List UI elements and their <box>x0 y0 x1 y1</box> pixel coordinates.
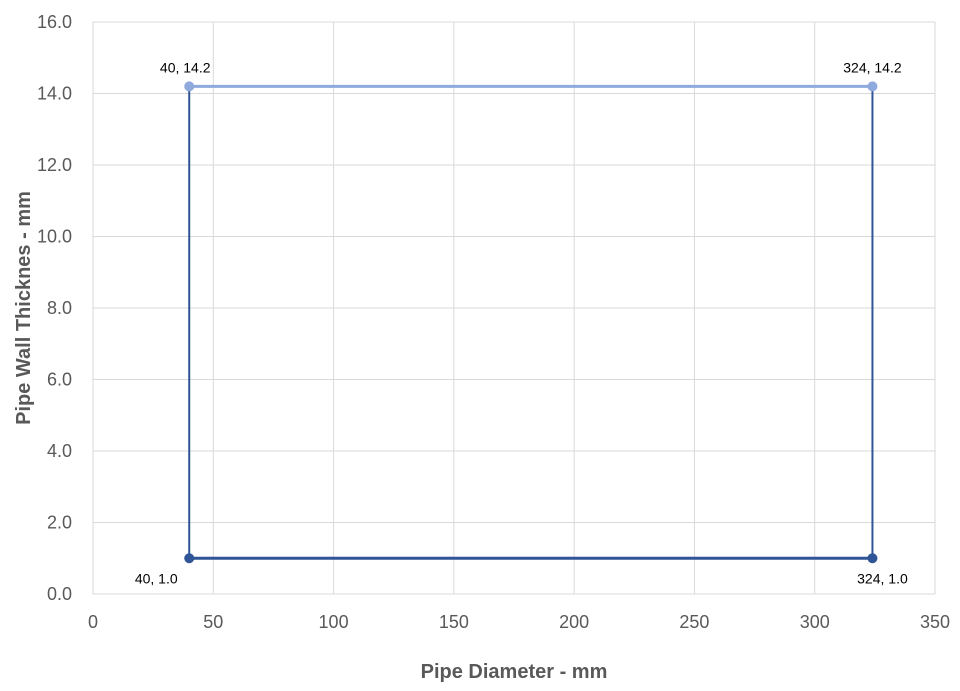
data-label: 40, 14.2 <box>160 59 211 75</box>
x-tick-label: 250 <box>679 612 709 632</box>
y-tick-label: 8.0 <box>47 298 72 318</box>
grid-layer <box>92 21 936 595</box>
y-tick-label: 4.0 <box>47 441 72 461</box>
data-point <box>184 553 195 564</box>
y-tick-label: 6.0 <box>47 370 72 390</box>
x-tick-label: 100 <box>319 612 349 632</box>
x-tick-label: 0 <box>88 612 98 632</box>
data-label: 324, 14.2 <box>843 59 902 75</box>
data-point <box>867 553 878 564</box>
y-tick-label: 16.0 <box>37 12 72 32</box>
y-tick-label: 10.0 <box>37 227 72 247</box>
data-label: 324, 1.0 <box>857 570 908 586</box>
y-tick-label: 14.0 <box>37 84 72 104</box>
series-lines <box>188 84 874 560</box>
x-tick-label: 150 <box>439 612 469 632</box>
data-point <box>184 81 195 92</box>
data-point <box>867 81 878 92</box>
x-tick-label: 200 <box>559 612 589 632</box>
x-tick-label: 350 <box>920 612 950 632</box>
series-points <box>184 81 878 564</box>
data-label: 40, 1.0 <box>135 570 178 586</box>
y-tick-label: 0.0 <box>47 584 72 604</box>
tick-labels: 0 50 100 150 200 250 300 350 0.0 2.0 4.0 6.0 8.0 10.0… <box>37 12 950 632</box>
y-tick-label: 2.0 <box>47 513 72 533</box>
x-tick-label: 50 <box>203 612 223 632</box>
data-labels: 40, 14.2 324, 14.2 40, 1.0 324, 1.0 <box>135 59 908 586</box>
y-axis-title: Pipe Wall Thicknes - mm <box>13 191 35 425</box>
x-axis-title: Pipe Diameter - mm <box>421 661 608 683</box>
y-tick-label: 12.0 <box>37 155 72 175</box>
x-tick-label: 300 <box>800 612 830 632</box>
